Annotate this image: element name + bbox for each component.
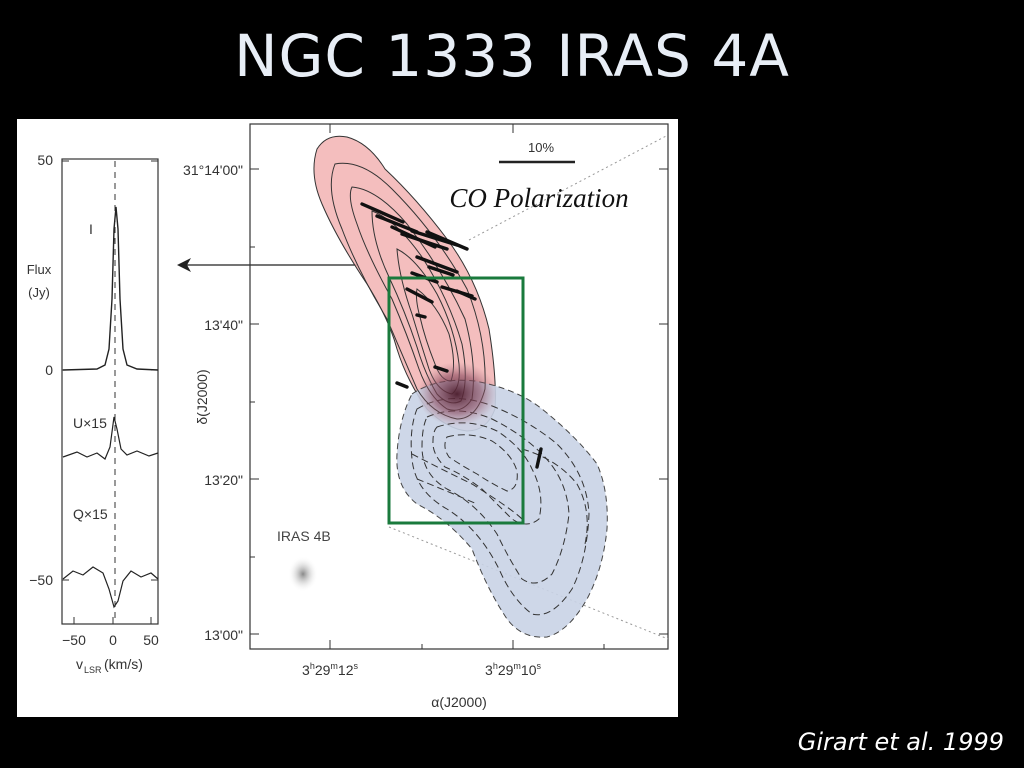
spectrum-ylabel-1: Flux bbox=[27, 262, 52, 277]
x-tick-label: 0 bbox=[109, 632, 117, 648]
stokes-q-trace bbox=[62, 566, 159, 609]
spectrum-xlabel-unit: (km/s) bbox=[104, 656, 143, 672]
trace-label-q: Q×15 bbox=[73, 506, 108, 522]
x-tick-label: −50 bbox=[62, 632, 86, 648]
ra-tick-label: 3h29m10s bbox=[485, 661, 541, 678]
dec-tick-label: 31°14'00" bbox=[183, 162, 243, 178]
source-label: IRAS 4B bbox=[277, 528, 331, 544]
stokes-i-trace bbox=[62, 206, 159, 371]
dec-tick-label: 13'00" bbox=[204, 627, 243, 643]
overlay-title: CO Polarization bbox=[449, 183, 628, 213]
ra-tick-label: 3h29m12s bbox=[302, 661, 358, 678]
dec-tick-label: 13'40" bbox=[204, 317, 243, 333]
trace-label-i: I bbox=[89, 221, 93, 237]
protostar-core bbox=[417, 362, 497, 426]
citation: Girart et al. 1999 bbox=[797, 728, 1004, 756]
spectrum-frame bbox=[61, 158, 159, 625]
iras-4b-blob bbox=[288, 556, 318, 592]
map-xlabel: α(J2000) bbox=[431, 694, 487, 710]
spectrum-panel: 50 0 −50 −50 0 50 v LSR (km/s) Flux (Jy)… bbox=[27, 152, 159, 675]
blue-lobe bbox=[396, 379, 608, 638]
trace-label-u: U×15 bbox=[73, 415, 107, 431]
pointer-arrow bbox=[177, 258, 357, 272]
y-tick-label: 50 bbox=[37, 152, 53, 168]
figure-svg: 50 0 −50 −50 0 50 v LSR (km/s) Flux (Jy)… bbox=[27, 123, 669, 710]
figure-panel: 50 0 −50 −50 0 50 v LSR (km/s) Flux (Jy)… bbox=[17, 119, 678, 717]
slide-title: NGC 1333 IRAS 4A bbox=[234, 22, 790, 90]
y-tick-label: −50 bbox=[29, 572, 53, 588]
spectrum-xlabel-sub: LSR bbox=[84, 665, 102, 675]
spectrum-xlabel-v: v bbox=[76, 656, 83, 672]
highlight-box bbox=[387, 276, 525, 525]
map-panel: 10% CO Polarization IRAS 4B 31°14'00" 13… bbox=[183, 123, 669, 710]
map-ylabel: δ(J2000) bbox=[194, 369, 210, 424]
polarization-vectors bbox=[360, 202, 543, 469]
stokes-u-trace bbox=[62, 416, 159, 460]
x-tick-label: 50 bbox=[143, 632, 159, 648]
dec-tick-label: 13'20" bbox=[204, 472, 243, 488]
map-frame bbox=[249, 123, 669, 650]
blue-contours bbox=[410, 398, 590, 616]
scale-bar-label: 10% bbox=[528, 140, 554, 155]
spectrum-ylabel-2: (Jy) bbox=[28, 285, 50, 300]
y-tick-label: 0 bbox=[45, 362, 53, 378]
